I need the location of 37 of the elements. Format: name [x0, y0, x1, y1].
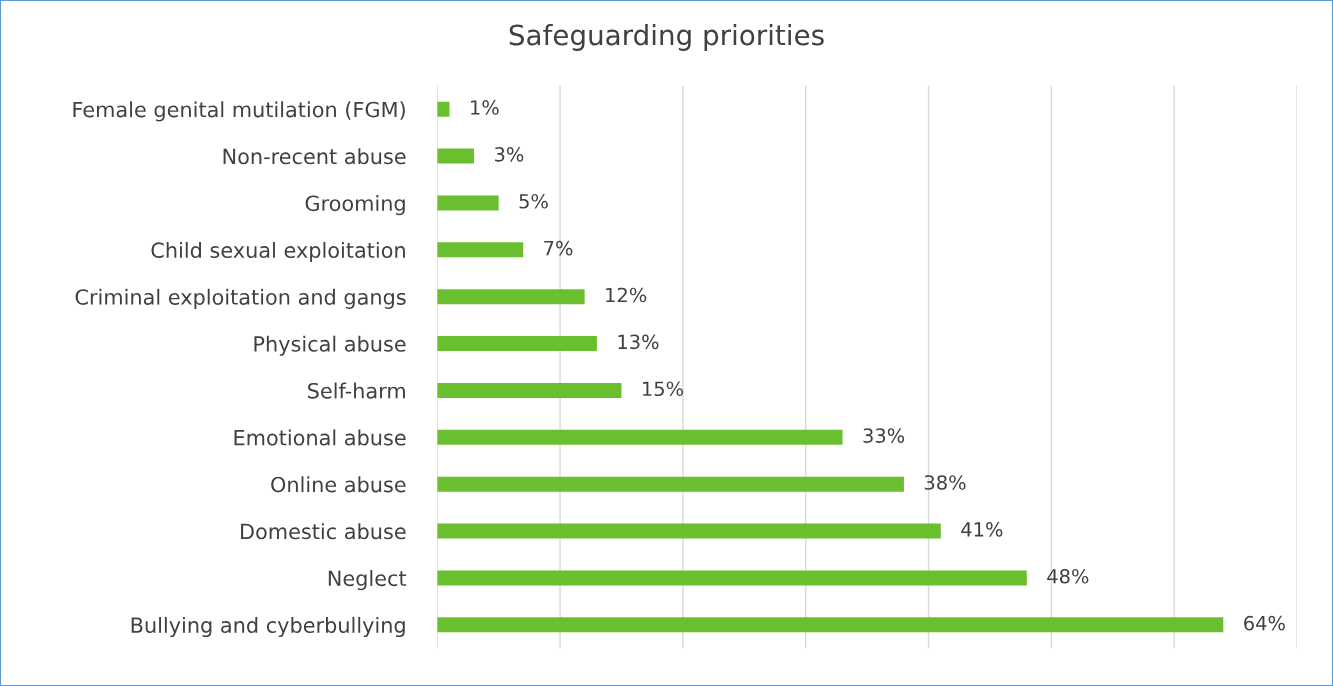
y-tick-label: Domestic abuse: [241, 523, 406, 540]
data-label: 64%: [1244, 615, 1285, 631]
data-label: 38%: [924, 475, 966, 490]
data-label: 3%: [495, 147, 524, 162]
bar: [437, 101, 450, 117]
bar: [437, 289, 585, 305]
data-label: 12%: [606, 287, 647, 303]
data-label: 41%: [961, 522, 1003, 537]
bar: [437, 336, 597, 352]
data-label: 48%: [1047, 568, 1089, 584]
y-tick-label: Criminal exploitation and gangs: [75, 288, 406, 309]
bar: [437, 570, 1027, 586]
data-label: 7%: [544, 240, 573, 256]
y-tick-label: Neglect: [328, 570, 407, 591]
data-label: 15%: [643, 381, 684, 397]
bar: [437, 429, 843, 445]
y-tick-label: Child sexual exploitation: [151, 241, 405, 263]
bar: [437, 242, 524, 258]
y-tick-label: Grooming: [305, 195, 405, 216]
bar: [437, 148, 475, 164]
data-label: 1%: [471, 100, 499, 115]
data-label: 13%: [618, 334, 659, 350]
bar: [437, 382, 622, 398]
bar: [437, 617, 1224, 633]
chart-title: Safeguarding priorities: [509, 24, 824, 51]
y-tick-label: Female genital mutilation (FGM): [73, 101, 405, 122]
y-tick-label: Self-harm: [308, 382, 405, 399]
data-label: 33%: [863, 428, 905, 443]
y-tick-label: Emotional abuse: [234, 429, 406, 446]
bar: [437, 476, 904, 492]
bar: [437, 195, 499, 211]
bar: [437, 523, 941, 539]
y-tick-label: Bullying and cyberbullying: [131, 616, 405, 638]
data-label: 5%: [519, 193, 548, 209]
y-tick-label: Online abuse: [271, 476, 406, 493]
y-tick-label: Physical abuse: [254, 335, 406, 356]
y-tick-label: Non-recent abuse: [223, 148, 406, 165]
